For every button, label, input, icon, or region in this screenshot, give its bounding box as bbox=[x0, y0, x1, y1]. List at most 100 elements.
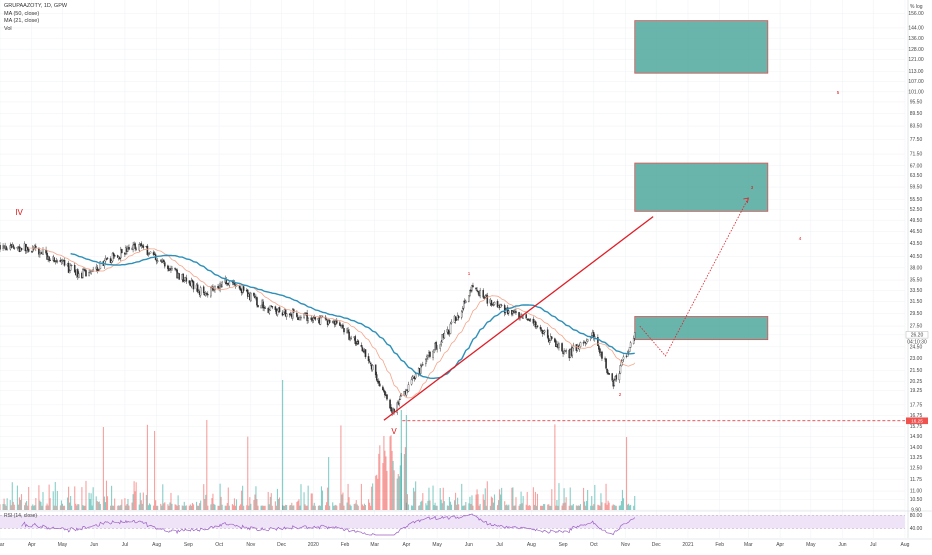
volume-bar bbox=[568, 505, 570, 510]
volume-bar bbox=[529, 505, 531, 510]
volume-bar bbox=[131, 502, 133, 510]
volume-bar bbox=[461, 483, 463, 510]
candle-body bbox=[257, 305, 259, 308]
volume-bar bbox=[20, 494, 23, 510]
candle-body bbox=[296, 313, 298, 317]
volume-bar bbox=[515, 497, 517, 510]
candle-body bbox=[339, 322, 341, 326]
volume-bar bbox=[469, 496, 471, 510]
time-tick-29: Aug bbox=[901, 542, 910, 548]
volume-bar bbox=[471, 495, 473, 510]
volume-bar bbox=[207, 505, 209, 510]
price-tick-27: 27.50 bbox=[910, 324, 923, 330]
volume-bar bbox=[121, 499, 123, 510]
volume-bar bbox=[413, 487, 415, 510]
volume-bar bbox=[291, 502, 293, 510]
candle-body bbox=[483, 297, 486, 299]
volume-bar bbox=[261, 505, 263, 510]
volume-bar bbox=[249, 497, 251, 510]
candle-body bbox=[608, 373, 610, 375]
candle-body bbox=[121, 249, 123, 254]
legend-vol[interactable]: Vol bbox=[4, 25, 12, 32]
volume-bar bbox=[6, 498, 8, 510]
volume-bar bbox=[3, 498, 5, 510]
drawings[interactable]: IV V 1 2 3 4 5 bbox=[15, 90, 905, 436]
volume-bar bbox=[505, 505, 507, 510]
candle-body bbox=[285, 313, 288, 317]
candle-body bbox=[328, 320, 331, 323]
candle-body bbox=[613, 380, 616, 386]
volume-bar bbox=[304, 504, 306, 510]
wave-label-3: 3 bbox=[751, 185, 754, 190]
volume-bar bbox=[140, 500, 142, 510]
volume-bar bbox=[384, 450, 386, 510]
volume-bar bbox=[397, 473, 399, 510]
legend-ma21[interactable]: MA (21, close) bbox=[4, 18, 40, 24]
volume-bar bbox=[175, 504, 177, 510]
candle-body bbox=[20, 248, 23, 251]
wave-label-4: 4 bbox=[799, 236, 802, 241]
candle-body bbox=[120, 249, 122, 259]
volume-bar bbox=[156, 505, 158, 510]
volume-bar bbox=[260, 505, 262, 510]
volume-bar bbox=[106, 496, 109, 510]
candle-body bbox=[468, 295, 470, 302]
candle-body bbox=[190, 280, 193, 287]
candle-body bbox=[532, 318, 535, 324]
candle-body bbox=[618, 373, 621, 381]
time-tick-1: Apr bbox=[28, 542, 36, 548]
candle-body bbox=[347, 329, 349, 333]
volume-bar bbox=[528, 505, 530, 510]
candle-body bbox=[49, 259, 51, 261]
log-toggle: % log bbox=[910, 4, 923, 10]
candle-body bbox=[441, 334, 444, 343]
candle-body bbox=[398, 399, 401, 404]
volume-bar bbox=[627, 504, 629, 510]
candle-body bbox=[525, 314, 527, 319]
volume-bar bbox=[192, 504, 195, 510]
candle-body bbox=[106, 257, 109, 259]
volume-bar bbox=[163, 503, 165, 510]
volume-bar bbox=[450, 504, 453, 510]
candle-body bbox=[96, 267, 99, 271]
candle-body bbox=[492, 304, 495, 306]
volume-bar bbox=[339, 503, 341, 510]
candle-body bbox=[507, 307, 509, 315]
legend-symbol[interactable]: GRUPAAZOTY, 1D, GPW bbox=[4, 3, 68, 9]
legend-ma50[interactable]: MA (50, close) bbox=[4, 10, 40, 17]
volume-bar bbox=[432, 485, 434, 510]
volume-bar bbox=[234, 505, 237, 510]
candle-body bbox=[551, 336, 553, 339]
volume-bar bbox=[508, 504, 510, 510]
volume-bar bbox=[204, 499, 206, 510]
price-tick-25: 31.50 bbox=[910, 299, 923, 305]
volume-bar bbox=[456, 504, 458, 510]
volume-bar bbox=[569, 487, 571, 510]
volume-bar bbox=[490, 496, 492, 510]
candle-body bbox=[268, 309, 271, 314]
volume-bar bbox=[221, 504, 223, 510]
volume-bar bbox=[25, 502, 27, 510]
candle-body bbox=[547, 337, 550, 343]
volume-bar bbox=[285, 504, 287, 510]
candle-body bbox=[146, 245, 149, 255]
volume-bar bbox=[543, 504, 545, 510]
volume-bar bbox=[513, 505, 515, 510]
candle-body bbox=[407, 384, 410, 392]
candle-body bbox=[60, 260, 63, 263]
candle-body bbox=[69, 265, 72, 271]
candle-body bbox=[469, 290, 471, 296]
candle-body bbox=[598, 345, 600, 350]
price-tick-36: 15.75 bbox=[910, 424, 923, 430]
volume-bar bbox=[255, 486, 257, 510]
volume-bar bbox=[520, 491, 522, 510]
projection-boxes[interactable] bbox=[634, 20, 769, 341]
candle-body bbox=[56, 260, 59, 262]
volume-bar bbox=[443, 501, 445, 510]
time-tick-14: May bbox=[432, 542, 442, 548]
volume-bar bbox=[70, 496, 72, 510]
candle-body bbox=[254, 296, 256, 298]
volume-bar bbox=[13, 504, 15, 510]
